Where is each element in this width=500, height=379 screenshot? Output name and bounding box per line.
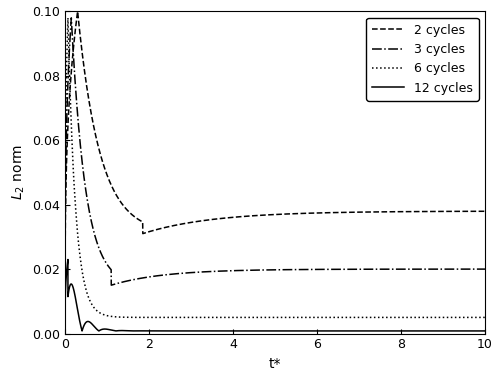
2 cycles [66,97,72,102]
12 cycles [62,331,68,336]
Y-axis label: $L_2$ norm: $L_2$ norm [10,144,26,200]
6 cycles [482,315,488,320]
Line: 2 cycles: 2 cycles [65,11,485,334]
3 cycles [68,16,74,20]
X-axis label: t*: t* [269,357,281,371]
6 cycles [72,193,78,198]
3 cycles [76,124,82,128]
Line: 12 cycles: 12 cycles [65,260,485,334]
2 cycles [74,9,80,14]
2 cycles [76,19,82,23]
Line: 6 cycles: 6 cycles [65,18,485,334]
2 cycles [456,209,462,214]
3 cycles [62,331,68,336]
2 cycles [62,331,68,336]
6 cycles [78,260,84,265]
2 cycles [64,149,70,154]
6 cycles [64,53,70,58]
3 cycles [456,267,462,271]
2 cycles [72,33,78,38]
6 cycles [62,331,68,336]
12 cycles [76,313,82,317]
2 cycles [482,209,488,213]
Legend: 2 cycles, 3 cycles, 6 cycles, 12 cycles: 2 cycles, 3 cycles, 6 cycles, 12 cycles [366,17,479,101]
12 cycles [456,329,462,333]
Line: 3 cycles: 3 cycles [65,18,485,334]
3 cycles [66,49,72,53]
6 cycles [456,315,462,320]
6 cycles [66,69,72,74]
3 cycles [64,111,70,116]
3 cycles [482,267,488,271]
12 cycles [72,292,78,297]
2 cycles [78,39,84,44]
3 cycles [78,148,84,152]
12 cycles [66,285,72,290]
12 cycles [482,329,488,333]
12 cycles [65,257,71,262]
12 cycles [78,324,84,329]
6 cycles [76,241,82,246]
3 cycles [72,74,78,79]
6 cycles [65,16,71,20]
12 cycles [64,266,70,271]
